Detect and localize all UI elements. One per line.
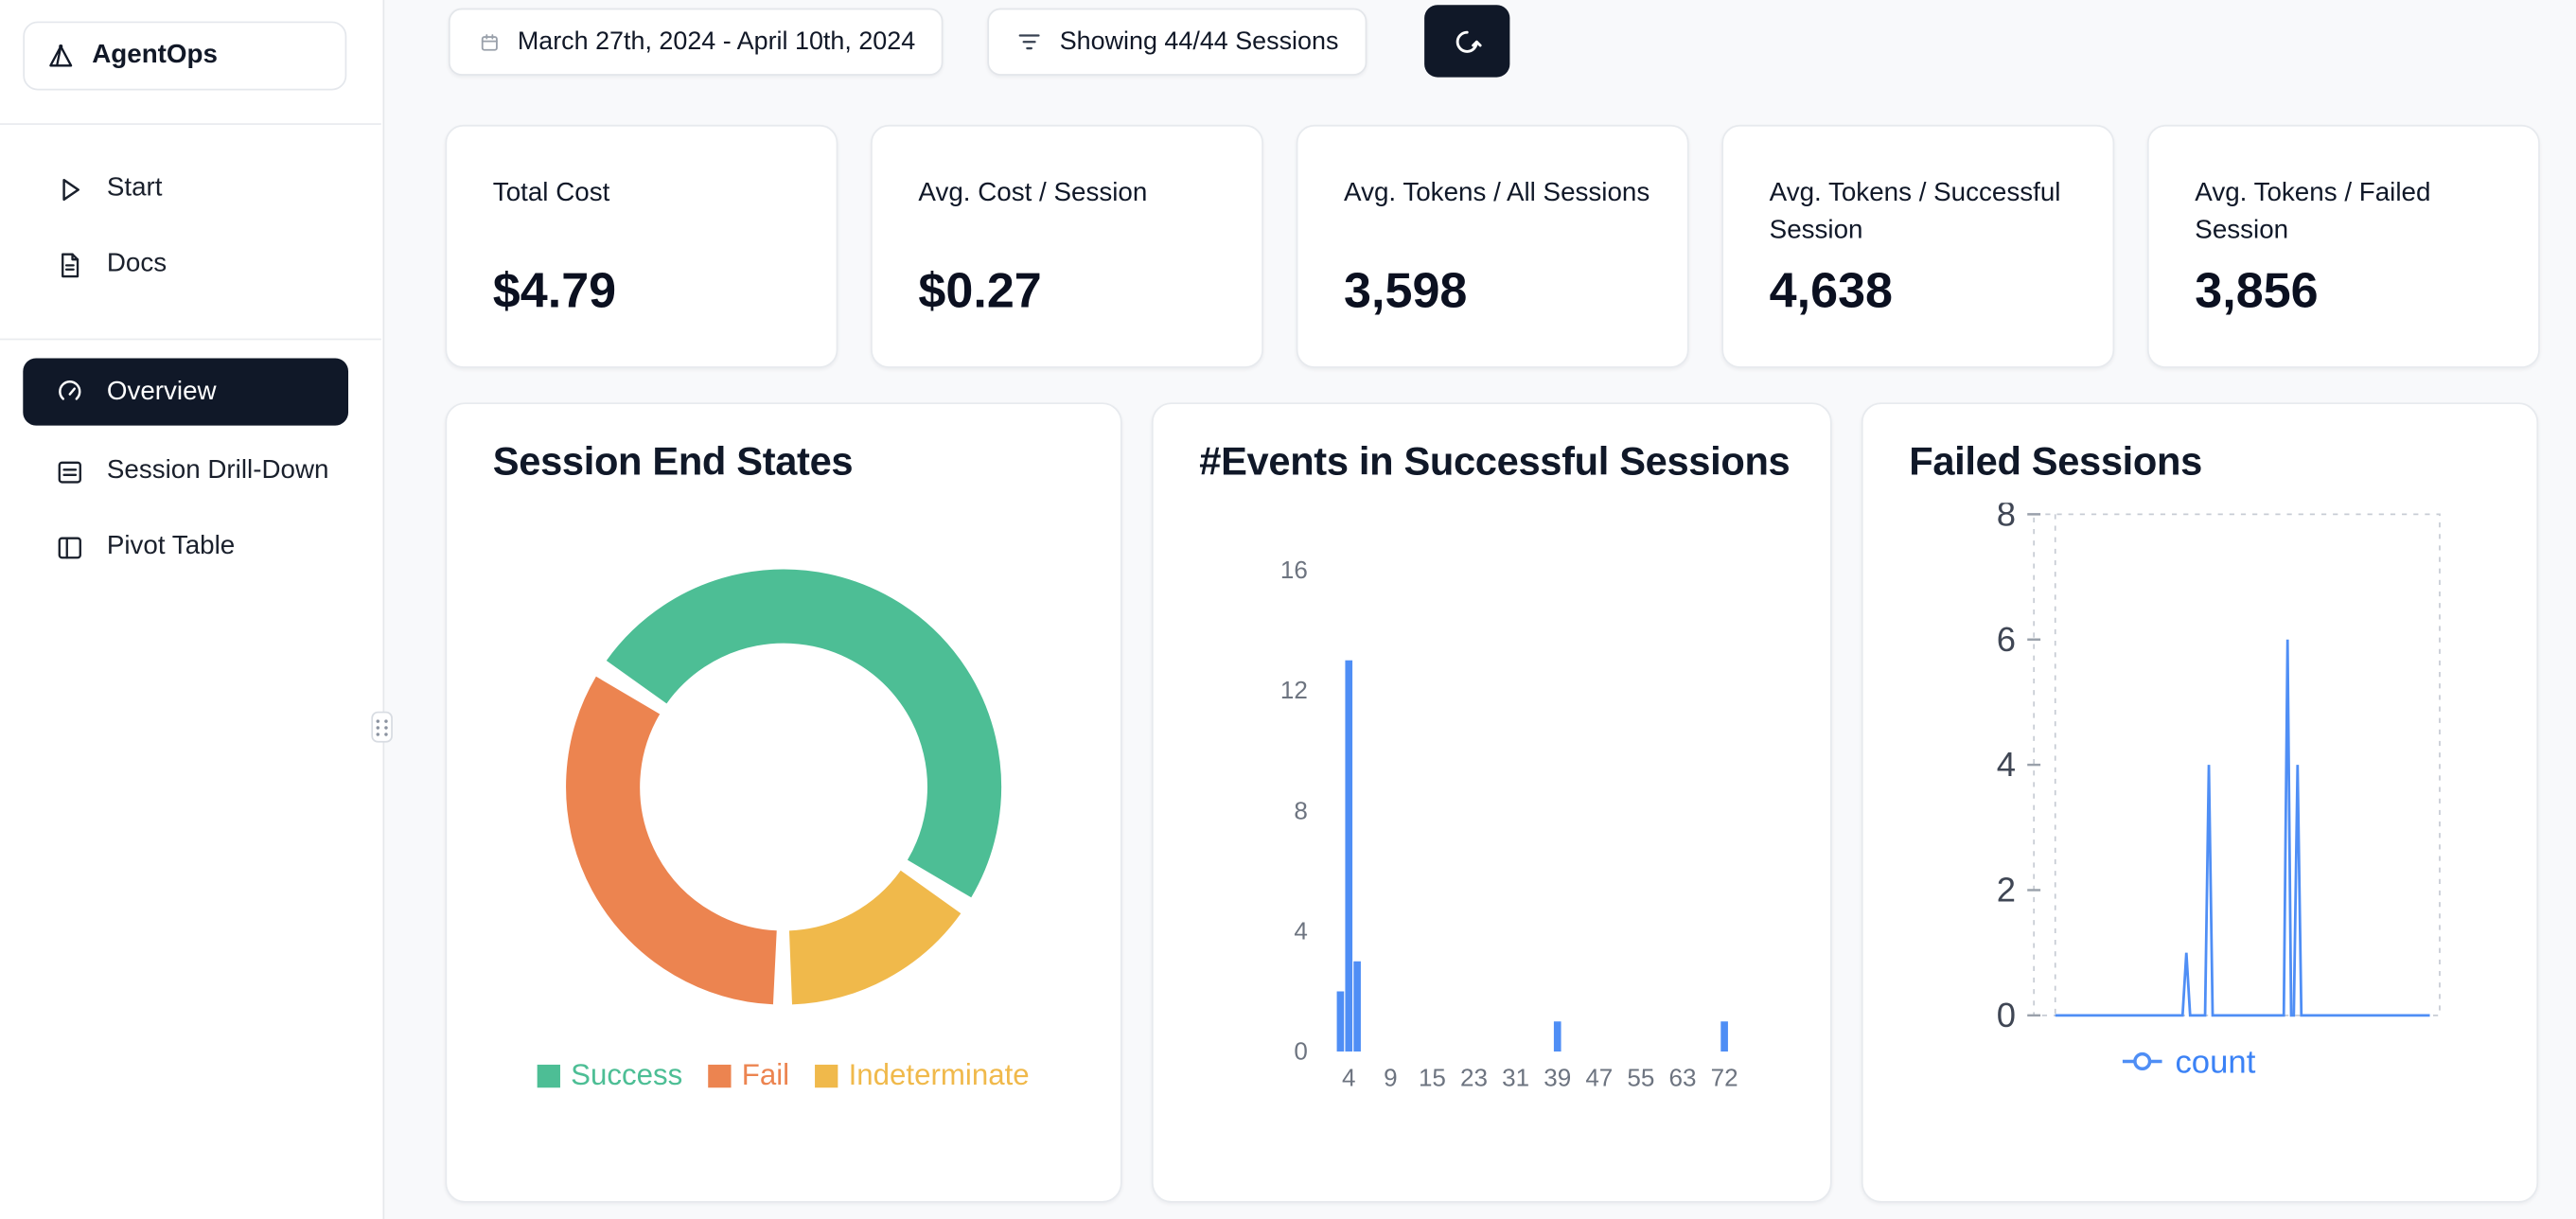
legend-swatch xyxy=(815,1064,839,1087)
refresh-button[interactable] xyxy=(1424,5,1510,78)
failed-sessions-card: Failed Sessions 0 2 4 6 8 count xyxy=(1861,402,2539,1203)
svg-text:0: 0 xyxy=(1997,996,2016,1034)
stat-label: Avg. Tokens / All Sessions xyxy=(1344,179,1650,207)
svg-text:6: 6 xyxy=(1997,620,2016,659)
sidebar: AgentOps Start xyxy=(0,0,393,1219)
stat-card-avg-tokens-all: Avg. Tokens / All Sessions 3,598 xyxy=(1296,124,1689,368)
chart-title: Session End States xyxy=(492,440,854,486)
events-bar-chart: 0 4 8 12 16 4 9 15 23 31 39 47 55 63 72 xyxy=(1280,556,1738,1091)
sidebar-item-start[interactable]: Start xyxy=(0,151,381,227)
svg-text:12: 12 xyxy=(1280,676,1308,704)
svg-text:8: 8 xyxy=(1294,796,1307,824)
docs-icon xyxy=(53,248,86,281)
svg-text:8: 8 xyxy=(1997,503,2016,533)
calendar-icon xyxy=(476,29,501,54)
legend-swatch xyxy=(538,1064,561,1087)
filter-icon xyxy=(1015,28,1044,57)
legend-label: Fail xyxy=(741,1057,790,1091)
svg-text:31: 31 xyxy=(1502,1063,1529,1091)
agentops-logo-icon xyxy=(44,40,78,73)
stat-value: 3,856 xyxy=(2195,264,2319,319)
charts-row: Session End States Success Fail Indeterm… xyxy=(445,402,2539,1203)
svg-text:4: 4 xyxy=(1294,917,1307,945)
sessions-filter-label: Showing 44/44 Sessions xyxy=(1059,26,1339,56)
table-icon xyxy=(53,531,86,564)
chart-title: Failed Sessions xyxy=(1909,440,2202,486)
svg-text:count: count xyxy=(2175,1045,2255,1081)
stat-card-avg-tokens-successful: Avg. Tokens / Successful Session 4,638 xyxy=(1721,124,2115,368)
events-in-successful-sessions-card: #Events in Successful Sessions 0 4 8 12 16 4 9… xyxy=(1151,402,1832,1203)
stat-label: Avg. Tokens / Failed Session xyxy=(2195,179,2431,245)
date-range-button[interactable]: March 27th, 2024 - April 10th, 2024 xyxy=(448,8,944,76)
date-range-label: March 27th, 2024 - April 10th, 2024 xyxy=(517,26,916,56)
sidebar-item-pivot-table[interactable]: Pivot Table xyxy=(0,509,381,585)
legend-swatch xyxy=(709,1064,732,1087)
svg-text:55: 55 xyxy=(1627,1063,1654,1091)
refresh-icon xyxy=(1451,25,1484,58)
svg-text:15: 15 xyxy=(1419,1063,1446,1091)
svg-text:39: 39 xyxy=(1544,1063,1571,1091)
stat-value: $4.79 xyxy=(492,264,617,319)
svg-text:16: 16 xyxy=(1280,556,1308,584)
stat-label: Avg. Tokens / Successful Session xyxy=(1769,179,2061,245)
sidebar-item-label: Pivot Table xyxy=(106,532,236,560)
stat-label: Total Cost xyxy=(492,179,610,207)
svg-text:2: 2 xyxy=(1997,871,2016,910)
play-icon xyxy=(53,172,86,205)
list-icon xyxy=(53,455,86,488)
svg-text:72: 72 xyxy=(1711,1063,1738,1091)
svg-text:0: 0 xyxy=(1294,1037,1307,1066)
legend-item-indeterminate: Indeterminate xyxy=(815,1057,1030,1092)
app-logo[interactable]: AgentOps xyxy=(23,21,347,91)
sidebar-item-session-drill-down[interactable]: Session Drill-Down xyxy=(0,433,381,509)
legend-item-fail: Fail xyxy=(709,1058,789,1092)
sidebar-divider xyxy=(0,123,381,125)
sidebar-item-label: Start xyxy=(106,174,163,203)
sidebar-item-label: Session Drill-Down xyxy=(106,456,329,486)
stat-card-total-cost: Total Cost $4.79 xyxy=(445,124,838,368)
session-end-states-donut-chart xyxy=(566,569,1002,1005)
sidebar-resize-handle[interactable] xyxy=(371,711,393,743)
stat-value: 4,638 xyxy=(1769,264,1894,319)
donut-legend: Success Fail Indeterminate xyxy=(447,1058,1120,1092)
session-end-states-card: Session End States Success Fail Indeterm… xyxy=(445,402,1122,1203)
svg-text:9: 9 xyxy=(1384,1063,1397,1091)
sidebar-item-label: Overview xyxy=(106,377,217,405)
stat-card-avg-tokens-failed: Avg. Tokens / Failed Session 3,856 xyxy=(2146,124,2540,368)
sidebar-item-label: Docs xyxy=(106,249,168,278)
sidebar-divider xyxy=(0,338,381,341)
svg-text:47: 47 xyxy=(1585,1063,1613,1091)
stat-label: Avg. Cost / Session xyxy=(918,179,1148,207)
svg-text:23: 23 xyxy=(1460,1063,1488,1091)
gauge-icon xyxy=(53,376,86,409)
legend-item-success: Success xyxy=(538,1058,682,1092)
sidebar-item-docs[interactable]: Docs xyxy=(0,227,381,303)
stat-card-avg-cost-session: Avg. Cost / Session $0.27 xyxy=(871,124,1263,368)
svg-text:4: 4 xyxy=(1342,1063,1355,1091)
main-content: March 27th, 2024 - April 10th, 2024 Show… xyxy=(384,0,2576,1219)
stat-value: $0.27 xyxy=(918,264,1042,319)
sidebar-nav-top: Start Docs xyxy=(0,151,381,303)
sidebar-nav-main: Overview Session Drill-Down xyxy=(0,358,381,585)
failed-sessions-line-chart: 0 2 4 6 8 count xyxy=(1997,503,2441,1081)
sidebar-item-overview[interactable]: Overview xyxy=(23,358,349,426)
sessions-filter-button[interactable]: Showing 44/44 Sessions xyxy=(987,8,1367,76)
svg-text:63: 63 xyxy=(1669,1063,1697,1091)
chart-title: #Events in Successful Sessions xyxy=(1199,440,1791,486)
svg-text:4: 4 xyxy=(1997,745,2016,784)
stats-row: Total Cost $4.79 Avg. Cost / Session $0.… xyxy=(445,124,2540,368)
app-name: AgentOps xyxy=(92,41,218,69)
legend-label: Indeterminate xyxy=(848,1057,1030,1091)
stat-value: 3,598 xyxy=(1344,264,1468,319)
legend-label: Success xyxy=(571,1057,683,1091)
